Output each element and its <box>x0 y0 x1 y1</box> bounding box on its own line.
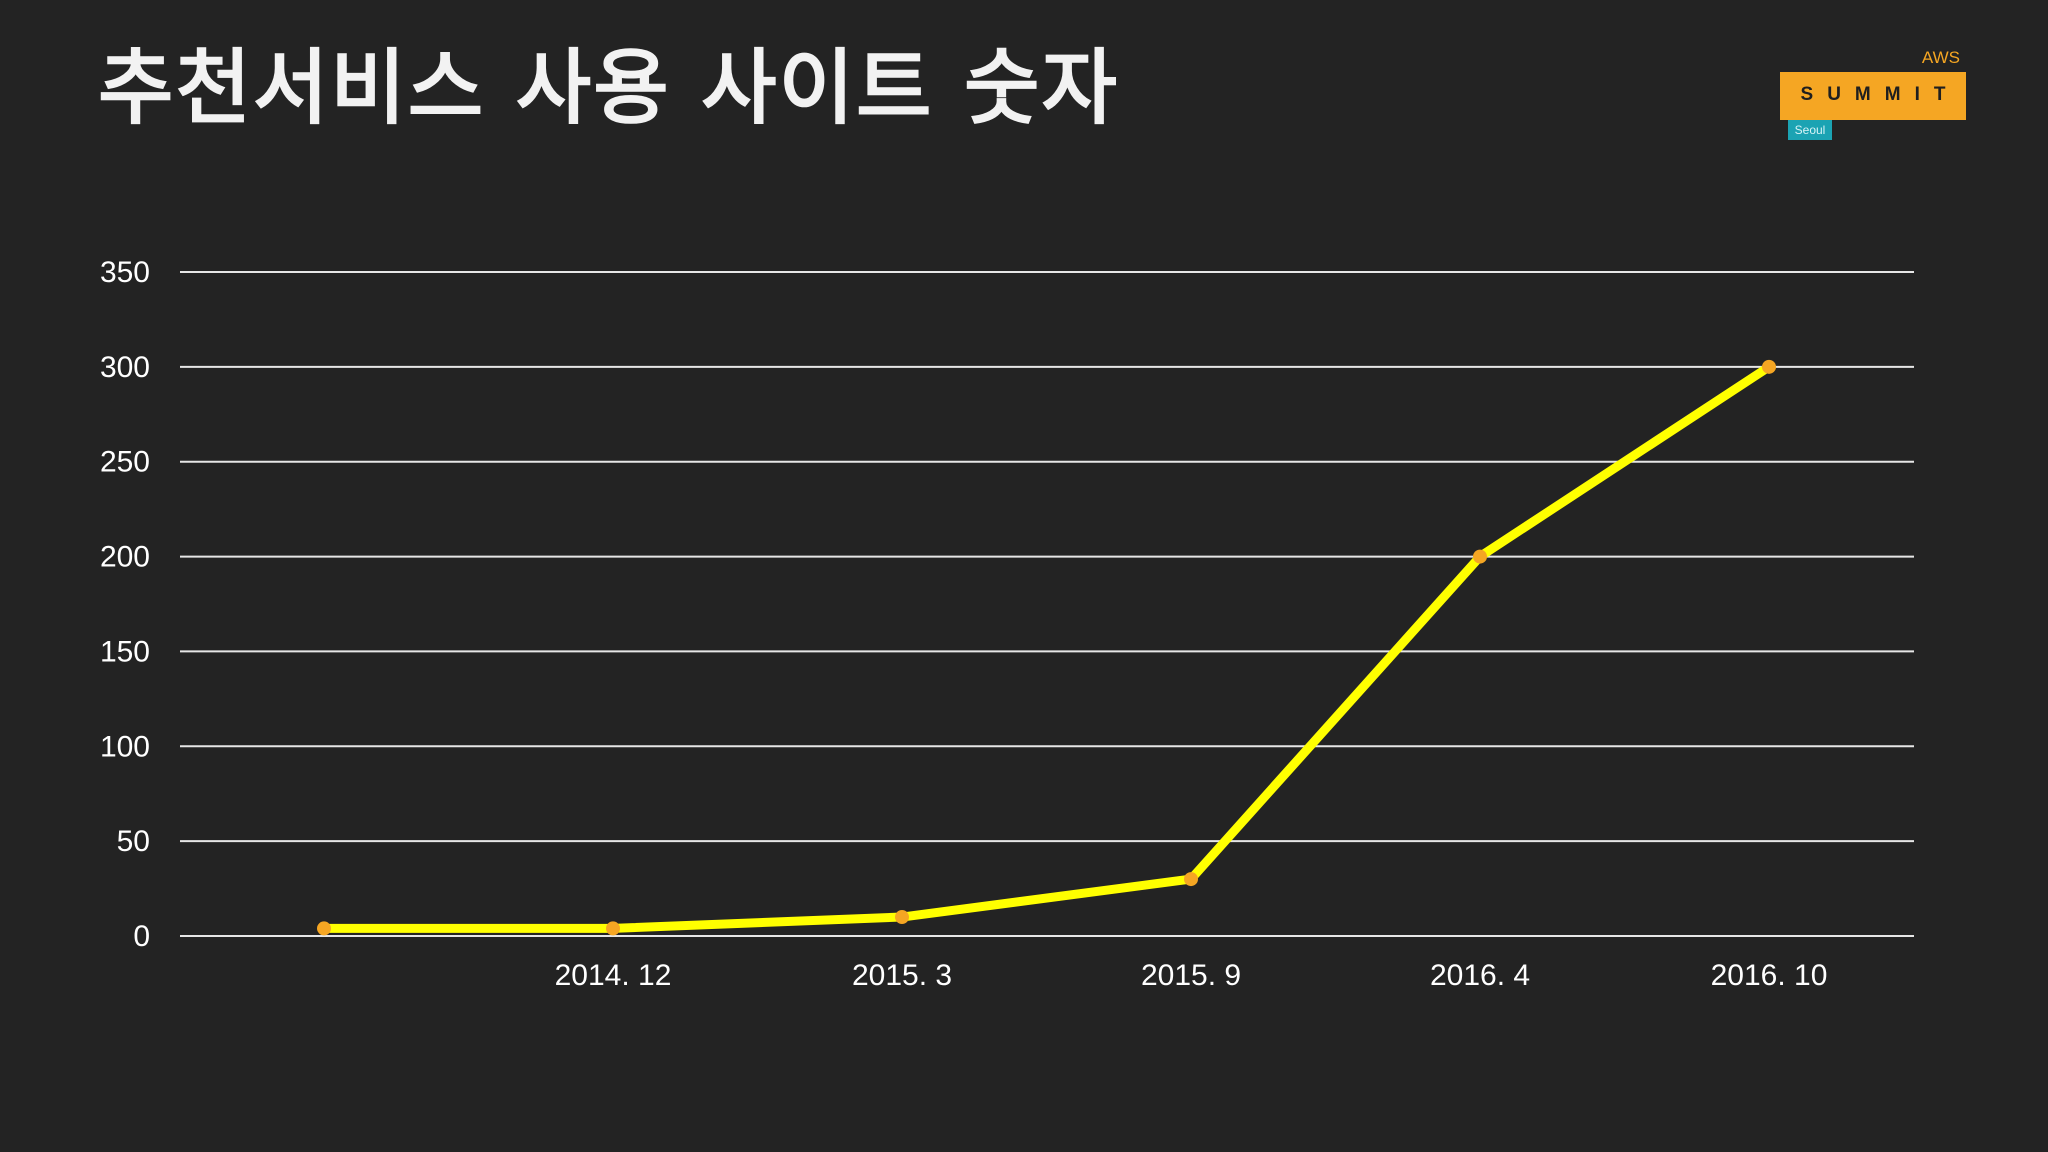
data-point <box>1762 359 1776 374</box>
logo-summit-text: SUMMIT <box>1800 84 1960 105</box>
logo-aws-text: AWS <box>1921 48 1960 67</box>
x-tick-label: 2014. 12 <box>555 959 672 992</box>
y-tick-label: 200 <box>100 541 150 574</box>
x-axis-ticks: 2014. 12 2015. 3 2015. 9 2016. 4 2016. 10 <box>555 959 1828 992</box>
data-point <box>1473 549 1487 564</box>
y-tick-label: 0 <box>133 920 150 953</box>
y-tick-label: 300 <box>100 351 150 384</box>
y-axis-ticks: 0 50 100 150 200 250 300 350 <box>100 256 150 953</box>
x-tick-label: 2015. 9 <box>1141 959 1241 992</box>
data-point <box>895 910 909 925</box>
logo-seoul-badge: Seoul <box>1788 120 1832 140</box>
data-point <box>606 921 620 936</box>
series-layer <box>317 359 1776 936</box>
series-line <box>319 362 1774 933</box>
y-tick-label: 150 <box>100 635 150 668</box>
aws-summit-logo: AWS SUMMIT Seoul <box>1780 48 1966 144</box>
slide-title: 추천서비스 사용 사이트 숫자 <box>98 41 1119 136</box>
y-tick-label: 250 <box>100 446 150 479</box>
logo-bar <box>1780 72 1966 120</box>
data-point <box>317 921 331 936</box>
x-tick-label: 2015. 3 <box>852 959 952 992</box>
data-point <box>1184 872 1198 887</box>
y-tick-label: 100 <box>100 730 150 763</box>
y-tick-label: 350 <box>100 256 150 289</box>
chart-gridlines <box>180 271 1914 937</box>
x-tick-label: 2016. 4 <box>1430 959 1530 992</box>
x-tick-label: 2016. 10 <box>1711 959 1828 992</box>
y-tick-label: 50 <box>117 825 150 858</box>
